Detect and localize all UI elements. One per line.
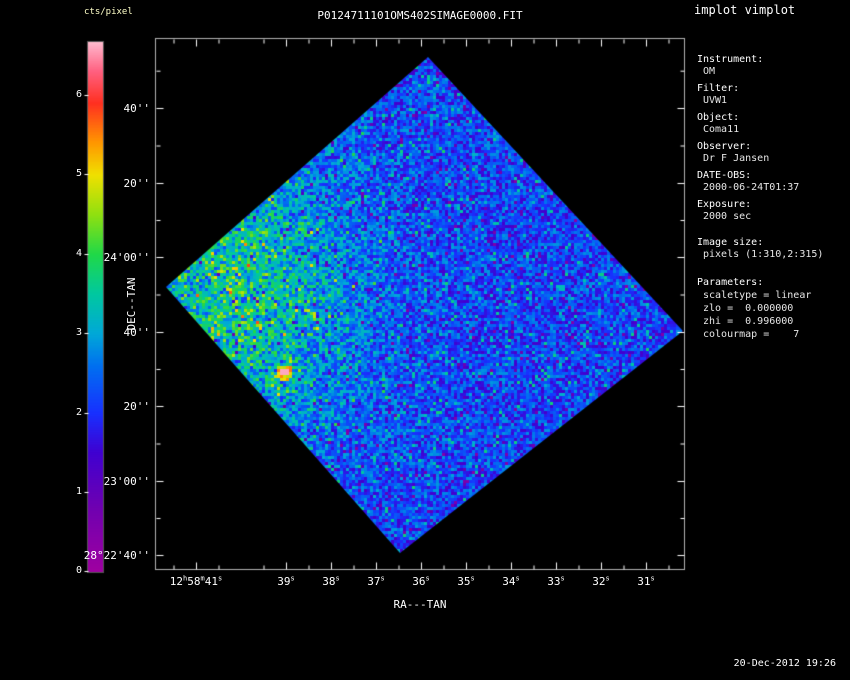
colorbar-tick-label: 6 — [75, 89, 82, 100]
y-tick-label: 23'00'' — [103, 475, 150, 488]
info-value: UVW1 — [703, 95, 728, 106]
info-label: Instrument: — [697, 54, 764, 65]
info-group: Exposure: 2000 sec — [697, 199, 847, 223]
timestamp: 20-Dec-2012 19:26 — [733, 658, 836, 669]
colorbar-tick-label: 0 — [75, 565, 82, 576]
parameter-line: colourmap = 7 — [703, 329, 800, 340]
y-tick-label: 20'' — [123, 400, 151, 413]
info-value: Coma11 — [703, 124, 740, 135]
y-tick-label: 24'00'' — [103, 251, 150, 264]
colorbar-tick-label: 2 — [75, 407, 82, 418]
parameter-line: scaletype = linear — [703, 290, 812, 301]
x-tick-label: 37s — [367, 574, 385, 588]
info-group: Filter: UVW1 — [697, 83, 847, 107]
colorbar-label: cts/pixel — [84, 7, 133, 17]
info-value: 2000-06-24T01:37 — [703, 182, 800, 193]
info-group: Image size: pixels (1:310,2:315) — [697, 237, 847, 261]
info-value: pixels (1:310,2:315) — [703, 249, 824, 260]
info-value: OM — [703, 66, 716, 77]
parameter-line: zhi = 0.996000 — [703, 316, 794, 327]
x-tick-label: 39s — [277, 574, 295, 588]
info-group: Object: Coma11 — [697, 112, 847, 136]
x-tick-label: 35s — [457, 574, 475, 588]
info-label: Image size: — [697, 237, 764, 248]
x-tick-label: 34s — [502, 574, 520, 588]
window-title: implot vimplot — [694, 3, 796, 17]
x-tick-label: 36s — [412, 574, 430, 588]
x-tick-label: 33s — [547, 574, 565, 588]
y-tick-label: 20'' — [123, 177, 151, 190]
info-value: Dr F Jansen — [703, 153, 770, 164]
y-tick-label: 28°22'40'' — [83, 549, 150, 562]
info-group: Instrument: OM — [697, 54, 847, 78]
info-group: Observer: Dr F Jansen — [697, 141, 847, 165]
x-tick-label: 38s — [322, 574, 340, 588]
y-tick-label: 40'' — [123, 102, 151, 115]
info-label: Exposure: — [697, 199, 752, 210]
y-tick-label: 40'' — [123, 326, 151, 339]
info-label: Filter: — [697, 83, 740, 94]
colorbar-tick-label: 4 — [75, 248, 82, 259]
x-axis-label: RA---TAN — [393, 598, 447, 611]
x-tick-label: 12h58m41s — [169, 574, 223, 588]
x-tick-label: 31s — [637, 574, 655, 588]
info-label: Object: — [697, 112, 740, 123]
colorbar-tick-label: 1 — [75, 486, 82, 497]
y-axis-label: DEC--TAN — [125, 277, 138, 331]
info-label: Observer: — [697, 141, 752, 152]
info-value: 2000 sec — [703, 211, 752, 222]
info-panel: Instrument: OM Filter: UVW1 Object: Coma11 Obs… — [697, 54, 847, 341]
colorbar-tick-label: 5 — [75, 168, 82, 179]
x-tick-label: 32s — [592, 574, 610, 588]
info-label: DATE-OBS: — [697, 170, 752, 181]
parameters-block: Parameters: scaletype = linear zlo = 0.000… — [697, 277, 847, 341]
info-group: DATE-OBS: 2000-06-24T01:37 — [697, 170, 847, 194]
parameters-header: Parameters: — [697, 277, 764, 288]
parameter-line: zlo = 0.000000 — [703, 303, 794, 314]
colorbar-tick-label: 3 — [75, 327, 82, 338]
plot-title: P0124711101OMS402SIMAGE0000.FIT — [317, 9, 523, 22]
